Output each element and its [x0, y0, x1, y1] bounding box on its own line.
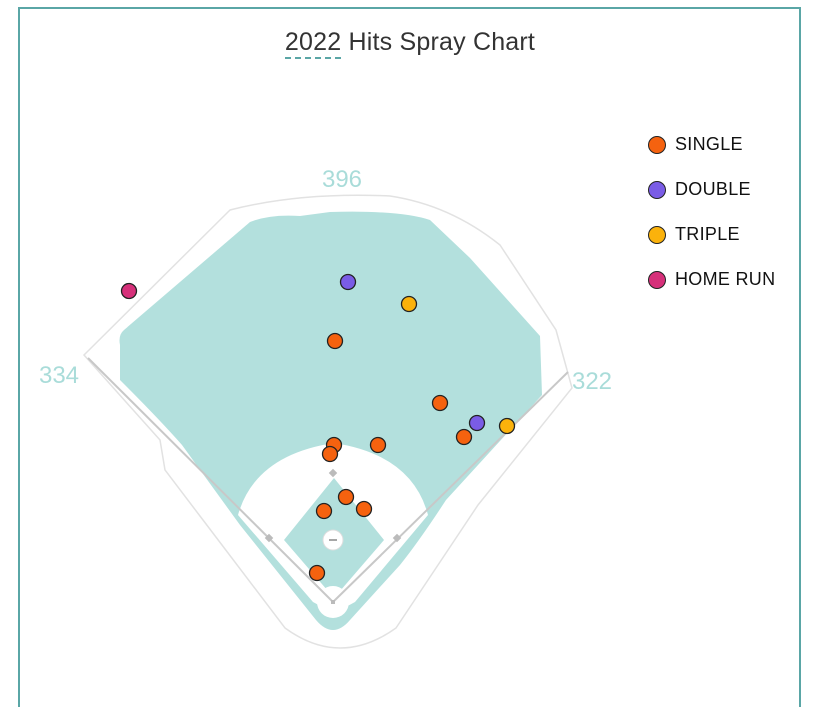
single-swatch — [648, 135, 666, 154]
title-year-link[interactable]: 2022 — [284, 28, 342, 59]
single-hit-marker[interactable] — [326, 332, 344, 350]
single-hit-marker[interactable] — [337, 488, 355, 506]
triple-swatch — [648, 225, 666, 244]
legend-label: TRIPLE — [675, 224, 740, 244]
legend: SINGLE DOUBLE TRIPLE HOME RUN — [648, 122, 775, 302]
outfield-grass — [119, 211, 542, 630]
double-swatch — [648, 180, 666, 199]
single-hit-marker[interactable] — [315, 502, 333, 520]
single-hit-marker[interactable] — [355, 500, 373, 518]
left-field-distance: 334 — [39, 362, 79, 389]
left-foul-line — [87, 357, 334, 603]
double-hit-marker[interactable] — [468, 414, 486, 432]
single-hit-marker[interactable] — [431, 394, 449, 412]
home-run-swatch — [648, 270, 666, 289]
right-foul-line — [332, 371, 569, 603]
single-hit-marker[interactable] — [321, 445, 339, 463]
home-plate — [331, 600, 335, 604]
legend-label: SINGLE — [675, 134, 743, 154]
single-hit-marker[interactable] — [369, 436, 387, 454]
second-base — [328, 468, 338, 478]
right-field-distance: 322 — [572, 368, 612, 395]
single-hit-marker[interactable] — [308, 564, 326, 582]
third-base — [264, 533, 274, 543]
double-hit-marker[interactable] — [339, 273, 357, 291]
legend-label: HOME RUN — [675, 269, 776, 289]
chart-title: 2022 Hits Spray Chart — [0, 28, 820, 59]
center-field-distance: 396 — [322, 166, 362, 193]
legend-item-single[interactable]: SINGLE — [648, 122, 775, 167]
hit-markers — [120, 273, 516, 582]
legend-item-double[interactable]: DOUBLE — [648, 167, 775, 212]
first-base — [392, 533, 402, 543]
legend-item-triple[interactable]: TRIPLE — [648, 212, 775, 257]
home-run-hit-marker[interactable] — [120, 282, 138, 300]
triple-hit-marker[interactable] — [498, 417, 516, 435]
single-hit-marker[interactable] — [455, 428, 473, 446]
triple-hit-marker[interactable] — [400, 295, 418, 313]
title-text: Hits Spray Chart — [341, 28, 536, 56]
legend-item-home-run[interactable]: HOME RUN — [648, 257, 775, 302]
legend-label: DOUBLE — [675, 179, 751, 199]
spray-chart: 396 334 322 — [39, 166, 612, 649]
